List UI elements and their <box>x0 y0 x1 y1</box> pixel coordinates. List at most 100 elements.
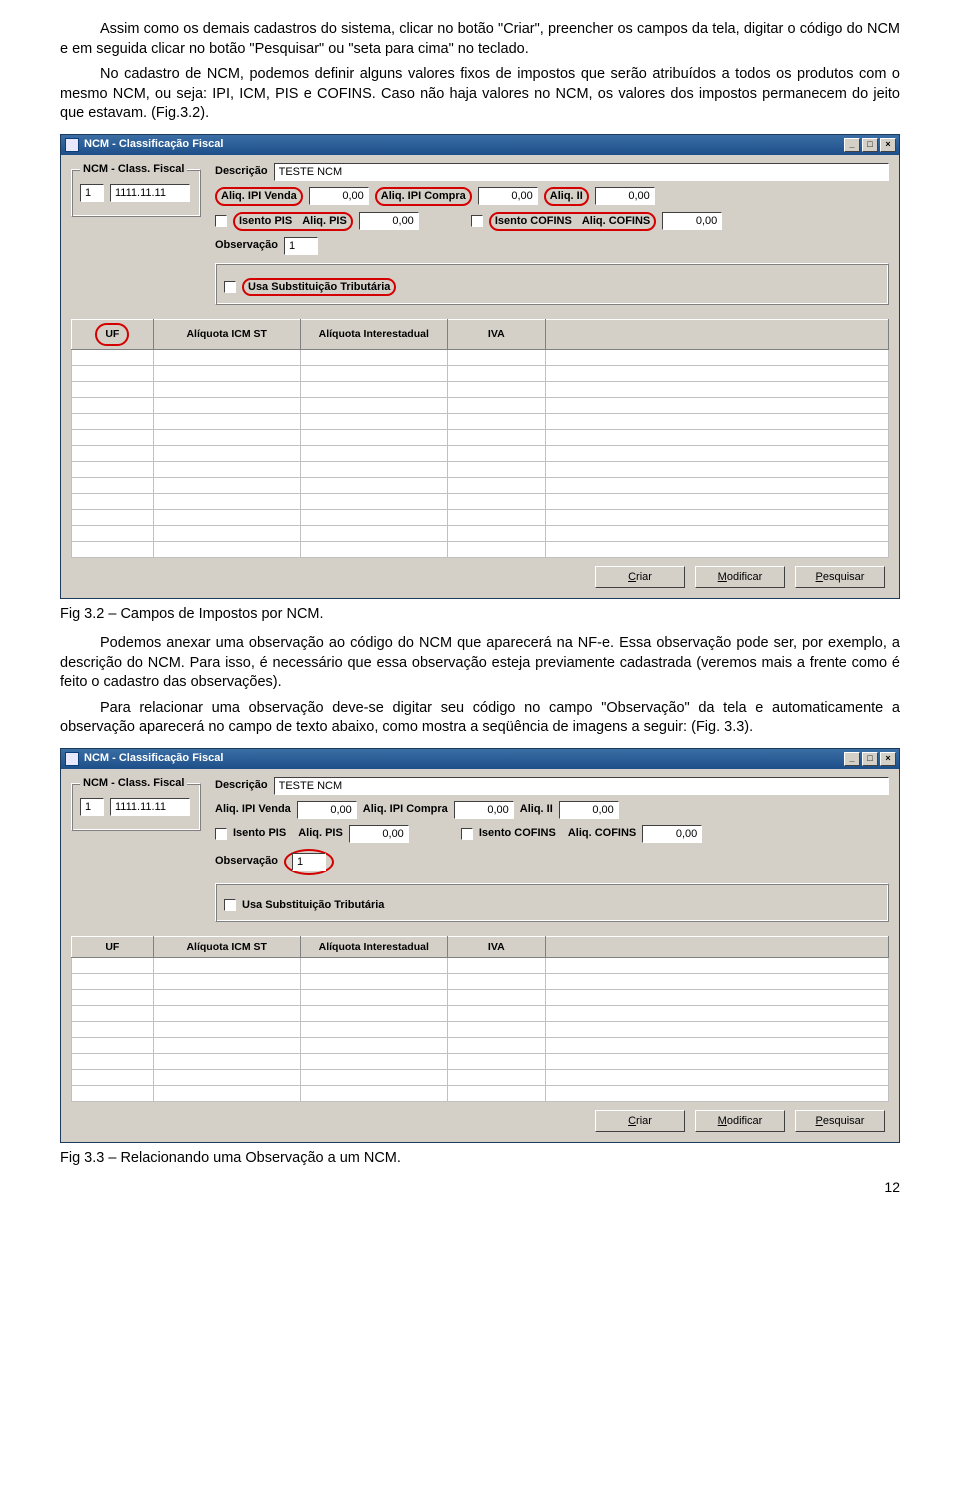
usa-st-checkbox-2[interactable] <box>224 899 236 911</box>
table-row <box>72 381 889 397</box>
table-row <box>72 1069 889 1085</box>
paragraph-2: No cadastro de NCM, podemos definir algu… <box>60 65 900 124</box>
th-uf-2: UF <box>72 936 154 957</box>
th-inter-2: Alíquota Interestadual <box>300 936 447 957</box>
ncm-code-input[interactable] <box>110 184 190 202</box>
modificar-button-2[interactable]: Modificar <box>695 1110 785 1132</box>
group-title-2: NCM - Class. Fiscal <box>80 776 187 791</box>
label-aliq-ipi-compra-2: Aliq. IPI Compra <box>363 802 448 817</box>
table-row <box>72 541 889 557</box>
label-descricao-2: Descrição <box>215 778 268 793</box>
app-icon <box>65 138 79 152</box>
label-aliq-ipi-venda: Aliq. IPI Venda <box>221 189 297 204</box>
paragraph-4: Para relacionar uma observação deve-se d… <box>60 699 900 738</box>
app-icon-2 <box>65 752 79 766</box>
label-aliq-cofins: Aliq. COFINS <box>582 214 650 229</box>
ncm-code-input-2[interactable] <box>110 798 190 816</box>
aliq-ipi-compra-input[interactable] <box>478 187 538 205</box>
aliq-cofins-input-2[interactable] <box>642 825 702 843</box>
table-row <box>72 349 889 365</box>
descricao-input[interactable] <box>274 163 889 181</box>
aliq-pis-input-2[interactable] <box>349 825 409 843</box>
table-row <box>72 509 889 525</box>
paragraph-1: Assim como os demais cadastros do sistem… <box>60 20 900 59</box>
aliq-ipi-compra-input-2[interactable] <box>454 801 514 819</box>
table-row <box>72 525 889 541</box>
st-table-2: UF Alíquota ICM ST Alíquota Interestadua… <box>71 936 889 1102</box>
fig-3-2-caption: Fig 3.2 – Campos de Impostos por NCM. <box>60 605 900 625</box>
table-row <box>72 957 889 973</box>
aliq-ipi-venda-input-2[interactable] <box>297 801 357 819</box>
modificar-button[interactable]: Modificar <box>695 566 785 588</box>
th-icmst-2: Alíquota ICM ST <box>153 936 300 957</box>
criar-button[interactable]: CCriarriar <box>595 566 685 588</box>
table-row <box>72 365 889 381</box>
label-isento-cofins: Isento COFINS <box>495 214 572 229</box>
page-number: 12 <box>60 1178 900 1197</box>
table-row <box>72 1005 889 1021</box>
th-iva: IVA <box>447 320 545 349</box>
th-icmst: Alíquota ICM ST <box>153 320 300 349</box>
table-row <box>72 445 889 461</box>
criar-button-2[interactable]: Criar <box>595 1110 685 1132</box>
isento-pis-checkbox[interactable] <box>215 215 227 227</box>
table-row <box>72 461 889 477</box>
table-row <box>72 429 889 445</box>
fig-3-3-caption: Fig 3.3 – Relacionando uma Observação a … <box>60 1149 900 1169</box>
ncm-seq-input[interactable] <box>80 184 104 202</box>
ncm-window-2: NCM - Classificação Fiscal _ □ × NCM - C… <box>60 748 900 1143</box>
maximize-button-2[interactable]: □ <box>862 752 878 766</box>
observacao-input-2[interactable] <box>292 853 326 871</box>
th-iva-2: IVA <box>447 936 545 957</box>
aliq-ii-input[interactable] <box>595 187 655 205</box>
aliq-cofins-input[interactable] <box>662 212 722 230</box>
close-button[interactable]: × <box>880 138 896 152</box>
maximize-button[interactable]: □ <box>862 138 878 152</box>
title-bar: NCM - Classificação Fiscal _ □ × <box>61 135 899 155</box>
label-usa-st-2: Usa Substituição Tributária <box>242 898 384 913</box>
table-row <box>72 973 889 989</box>
close-button-2[interactable]: × <box>880 752 896 766</box>
descricao-input-2[interactable] <box>274 777 889 795</box>
st-table: UF Alíquota ICM ST Alíquota Interestadua… <box>71 319 889 557</box>
label-aliq-ii-2: Aliq. II <box>520 802 553 817</box>
label-aliq-ipi-venda-2: Aliq. IPI Venda <box>215 802 291 817</box>
aliq-ii-input-2[interactable] <box>559 801 619 819</box>
paragraph-3: Podemos anexar uma observação ao código … <box>60 634 900 693</box>
ncm-seq-input-2[interactable] <box>80 798 104 816</box>
label-aliq-pis: Aliq. PIS <box>302 214 347 229</box>
minimize-button[interactable]: _ <box>844 138 860 152</box>
th-uf: UF <box>105 327 119 341</box>
label-aliq-pis-2: Aliq. PIS <box>298 826 343 841</box>
title-bar-2: NCM - Classificação Fiscal _ □ × <box>61 749 899 769</box>
isento-cofins-checkbox[interactable] <box>471 215 483 227</box>
label-isento-cofins-2: Isento COFINS <box>479 826 556 841</box>
label-aliq-ii: Aliq. II <box>550 189 583 204</box>
isento-cofins-checkbox-2[interactable] <box>461 828 473 840</box>
aliq-pis-input[interactable] <box>359 212 419 230</box>
table-row <box>72 1037 889 1053</box>
table-row <box>72 1021 889 1037</box>
window-title-2: NCM - Classificação Fiscal <box>84 751 223 766</box>
label-usa-st: Usa Substituição Tributária <box>248 280 390 295</box>
observacao-input[interactable] <box>284 237 318 255</box>
table-row <box>72 1053 889 1069</box>
window-title: NCM - Classificação Fiscal <box>84 137 223 152</box>
group-title: NCM - Class. Fiscal <box>80 162 187 177</box>
th-inter: Alíquota Interestadual <box>300 320 447 349</box>
label-descricao: Descrição <box>215 164 268 179</box>
pesquisar-button-2[interactable]: Pesquisar <box>795 1110 885 1132</box>
aliq-ipi-venda-input[interactable] <box>309 187 369 205</box>
table-row <box>72 989 889 1005</box>
label-observacao: Observação <box>215 238 278 253</box>
ncm-window-1: NCM - Classificação Fiscal _ □ × NCM - C… <box>60 134 900 599</box>
usa-st-checkbox[interactable] <box>224 281 236 293</box>
isento-pis-checkbox-2[interactable] <box>215 828 227 840</box>
table-row <box>72 413 889 429</box>
table-row <box>72 397 889 413</box>
pesquisar-button[interactable]: Pesquisar <box>795 566 885 588</box>
label-aliq-cofins-2: Aliq. COFINS <box>568 826 636 841</box>
label-observacao-2: Observação <box>215 854 278 869</box>
table-row <box>72 1085 889 1101</box>
minimize-button-2[interactable]: _ <box>844 752 860 766</box>
